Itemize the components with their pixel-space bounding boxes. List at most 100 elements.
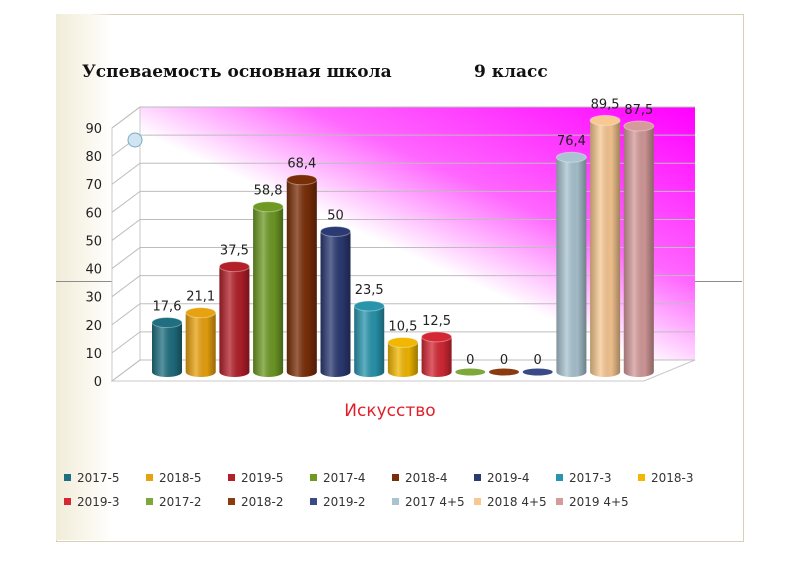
legend-swatch [392,474,399,481]
legend-item: 2019-4 [474,471,530,485]
bar-shading [253,206,284,377]
data-label: 23,5 [355,283,384,298]
bar-top [151,317,183,329]
legend-swatch [474,498,481,505]
legend-swatch [474,474,481,481]
legend-item: 2018-2 [228,495,284,509]
bar-shading [623,126,654,378]
data-label: 21,1 [186,290,215,305]
bar [522,368,553,376]
legend-swatch [64,498,71,505]
gridline [111,218,695,241]
legend-swatch [310,474,317,481]
bar [185,307,217,377]
legend-label: 2018-4 [405,471,448,485]
gridline [111,303,695,326]
y-tick-label: 30 [85,291,102,306]
legend-label: 2018-3 [651,471,694,485]
gridline [111,359,695,382]
gridline [111,275,695,298]
legend-swatch [638,474,645,481]
data-label: 17,6 [153,300,182,315]
bar-top [421,331,453,343]
bar [286,174,318,377]
y-tick-label: 40 [85,263,102,278]
left-decoration [56,14,112,540]
legend-label: 2019-4 [487,471,530,485]
legend-item: 2017-4 [310,471,366,485]
y-tick-label: 60 [85,206,102,221]
legend-swatch [228,498,235,505]
bar-top [623,120,655,132]
data-label: 89,5 [591,97,620,112]
y-tick-label: 20 [85,319,102,334]
legend-swatch [556,498,563,505]
legend-label: 2019-5 [241,471,284,485]
bar-shading [556,157,587,377]
data-label: 76,4 [557,134,586,149]
bar-flat [489,368,519,376]
bar-top [185,307,217,319]
bar-shading [421,336,452,377]
data-label: 12,5 [422,314,451,329]
legend-item: 2018-4 [392,471,448,485]
gridline [111,247,695,269]
legend-item: 2019-5 [228,471,284,485]
gridline [111,106,695,129]
legend-item: 2017-2 [146,495,202,509]
bar [151,317,183,377]
chart-title: Успеваемость основная школа [82,62,392,82]
legend-swatch [146,498,153,505]
bar-shading [354,305,385,377]
bar-top [252,201,284,213]
legend-item: 2017-5 [64,471,120,485]
plot-side-wall [111,106,141,382]
bar-shading [152,322,182,377]
bar [421,331,453,377]
bar-top [555,151,587,163]
legend-label: 2017-5 [77,471,120,485]
bar-top [589,114,621,126]
bar-shading [185,312,216,377]
bar [353,300,385,377]
legend-swatch [146,474,153,481]
legend-label: 2019 4+5 [569,495,629,509]
bar [387,336,419,377]
legend-swatch [228,474,235,481]
bar-shading [286,179,317,377]
gridline [111,162,695,185]
data-label: 0 [534,353,542,368]
legend-swatch [64,474,71,481]
bar-shading [219,266,250,377]
legend-item: 2018 4+5 [474,495,547,509]
bar-flat [522,368,553,376]
bar-top [387,336,419,348]
data-label: 50 [327,208,344,223]
data-label: 87,5 [624,103,653,118]
bar [320,225,351,377]
bar-top [353,300,385,312]
bar [455,368,486,376]
data-label: 37,5 [220,244,249,259]
bar [218,261,250,377]
data-label: 10,5 [388,319,417,334]
bar [623,120,655,378]
bar-shading [590,120,621,378]
legend-swatch [310,498,317,505]
bar [555,151,587,377]
y-tick-label: 0 [94,375,102,390]
chart-title-class: 9 класс [474,62,548,82]
bar [589,114,621,378]
legend-label: 2017-3 [569,471,612,485]
data-label: 68,4 [287,157,316,172]
bar-shading [320,231,351,377]
bar-top [286,174,318,186]
bar-top [320,225,351,237]
chart-sphere-decoration [127,132,143,148]
legend-item: 2017-3 [556,471,612,485]
legend-label: 2017-2 [159,495,202,509]
legend-label: 2019-3 [77,495,120,509]
legend-label: 2017-4 [323,471,366,485]
y-tick-label: 10 [85,347,102,362]
